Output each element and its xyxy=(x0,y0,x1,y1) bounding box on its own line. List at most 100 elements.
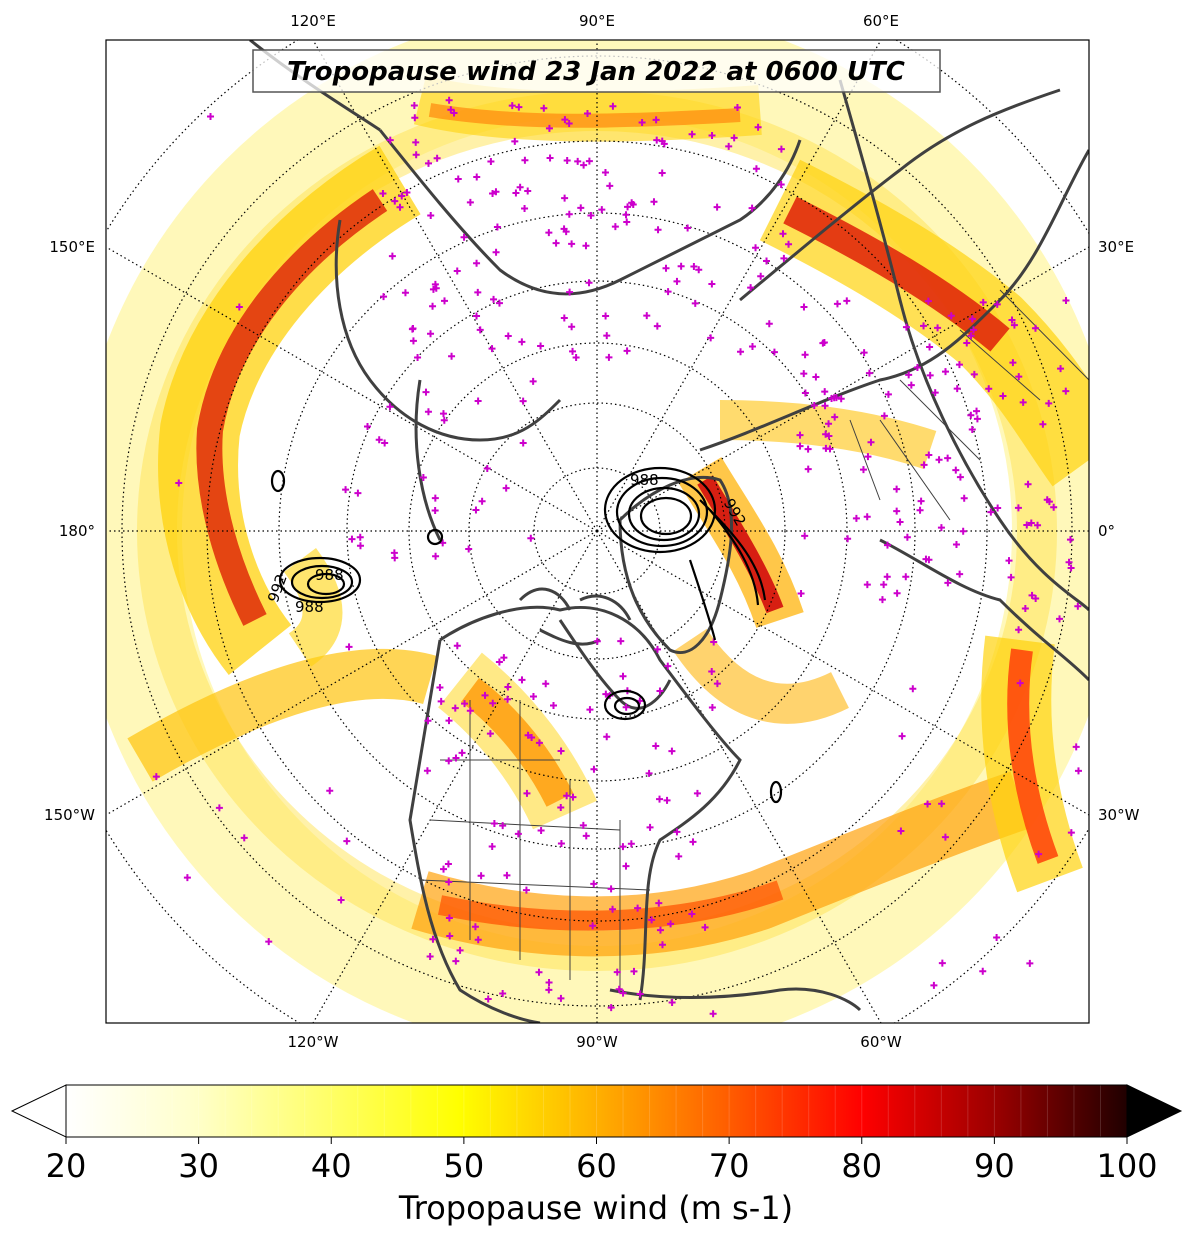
observation-marker xyxy=(677,262,685,270)
observation-marker xyxy=(623,347,631,355)
observation-marker xyxy=(175,479,183,487)
observation-marker xyxy=(535,739,543,747)
observation-marker xyxy=(673,277,681,285)
observation-marker xyxy=(424,408,432,416)
observation-marker xyxy=(1015,626,1023,634)
observation-marker xyxy=(796,442,804,450)
observation-marker xyxy=(1050,503,1058,511)
observation-marker xyxy=(656,687,664,695)
observation-marker xyxy=(1066,536,1074,544)
observation-marker xyxy=(883,573,891,581)
observation-marker xyxy=(411,114,419,122)
observation-marker xyxy=(609,905,617,913)
observation-marker xyxy=(471,923,479,931)
observation-marker xyxy=(563,792,571,800)
observation-marker xyxy=(615,985,623,993)
observation-marker xyxy=(752,244,760,252)
observation-marker xyxy=(545,229,553,237)
observation-marker xyxy=(658,169,666,177)
observation-marker xyxy=(708,132,716,140)
observation-marker xyxy=(959,527,967,535)
observation-marker xyxy=(684,224,692,232)
observation-marker xyxy=(785,240,793,248)
observation-marker xyxy=(606,182,614,190)
observation-marker xyxy=(546,154,554,162)
observation-marker xyxy=(796,431,804,439)
observation-marker xyxy=(941,833,949,841)
observation-marker xyxy=(235,303,243,311)
observation-marker xyxy=(436,683,444,691)
observation-marker xyxy=(926,343,934,351)
observation-marker xyxy=(572,354,580,362)
observation-marker xyxy=(337,896,345,904)
observation-marker xyxy=(446,932,454,940)
observation-marker xyxy=(528,734,536,742)
lon-label-right: 30°E xyxy=(1098,238,1134,256)
lon-label-left: 150°W xyxy=(44,806,95,824)
observation-marker xyxy=(1015,373,1023,381)
lon-label-left: 150°E xyxy=(49,238,95,256)
observation-marker xyxy=(658,941,666,949)
lon-label-right: 30°W xyxy=(1098,806,1140,824)
observation-marker xyxy=(730,134,738,142)
lon-label-bottom: 60°W xyxy=(860,1033,902,1051)
observation-marker xyxy=(587,211,595,219)
observation-marker xyxy=(152,773,160,781)
observation-marker xyxy=(437,697,445,705)
observation-marker xyxy=(426,953,434,961)
observation-marker xyxy=(801,389,809,397)
observation-marker xyxy=(356,542,364,550)
observation-marker xyxy=(529,693,537,701)
observation-marker xyxy=(968,315,976,323)
observation-marker xyxy=(345,643,353,651)
observation-marker xyxy=(748,204,756,212)
observation-marker xyxy=(391,554,399,562)
observation-marker xyxy=(710,638,718,646)
observation-marker xyxy=(880,412,888,420)
observation-marker xyxy=(456,946,464,954)
observation-marker xyxy=(1021,605,1029,613)
observation-marker xyxy=(935,456,943,464)
lon-label-bottom: 120°W xyxy=(288,1033,339,1051)
observation-marker xyxy=(518,338,526,346)
observation-marker xyxy=(865,369,873,377)
observation-marker xyxy=(490,295,498,303)
observation-marker xyxy=(1034,521,1042,529)
observation-marker xyxy=(905,371,913,379)
observation-marker xyxy=(348,535,356,543)
observation-marker xyxy=(970,370,978,378)
observation-marker xyxy=(613,968,621,976)
observation-marker xyxy=(754,123,762,131)
observation-marker xyxy=(586,706,594,714)
observation-marker xyxy=(583,110,591,118)
observation-marker xyxy=(602,690,610,698)
observation-marker xyxy=(733,104,741,112)
observation-marker xyxy=(440,865,448,873)
observation-marker xyxy=(695,266,703,274)
observation-marker xyxy=(952,466,960,474)
observation-marker xyxy=(439,410,447,418)
map-title: Tropopause wind 23 Jan 2022 at 0600 UTC xyxy=(287,57,905,87)
observation-marker xyxy=(490,820,498,828)
observation-marker xyxy=(1074,767,1082,775)
observation-marker xyxy=(563,156,571,164)
observation-marker xyxy=(825,420,833,428)
observation-marker xyxy=(514,830,522,838)
observation-marker xyxy=(429,935,437,943)
observation-marker xyxy=(565,210,573,218)
observation-marker xyxy=(492,248,500,256)
observation-marker xyxy=(993,933,1001,941)
observation-marker xyxy=(924,297,932,305)
observation-marker xyxy=(447,106,455,114)
observation-marker xyxy=(472,506,480,514)
observation-marker xyxy=(611,223,619,231)
observation-marker xyxy=(409,337,417,345)
observation-marker xyxy=(381,439,389,447)
observation-marker xyxy=(431,280,439,288)
observation-marker xyxy=(445,717,453,725)
observation-marker xyxy=(883,541,891,549)
observation-marker xyxy=(650,198,658,206)
observation-marker xyxy=(963,339,971,347)
observation-marker xyxy=(960,494,968,502)
map-panel: 992 988 988 992 988 Tropopause wind 23 J… xyxy=(106,40,1089,1023)
